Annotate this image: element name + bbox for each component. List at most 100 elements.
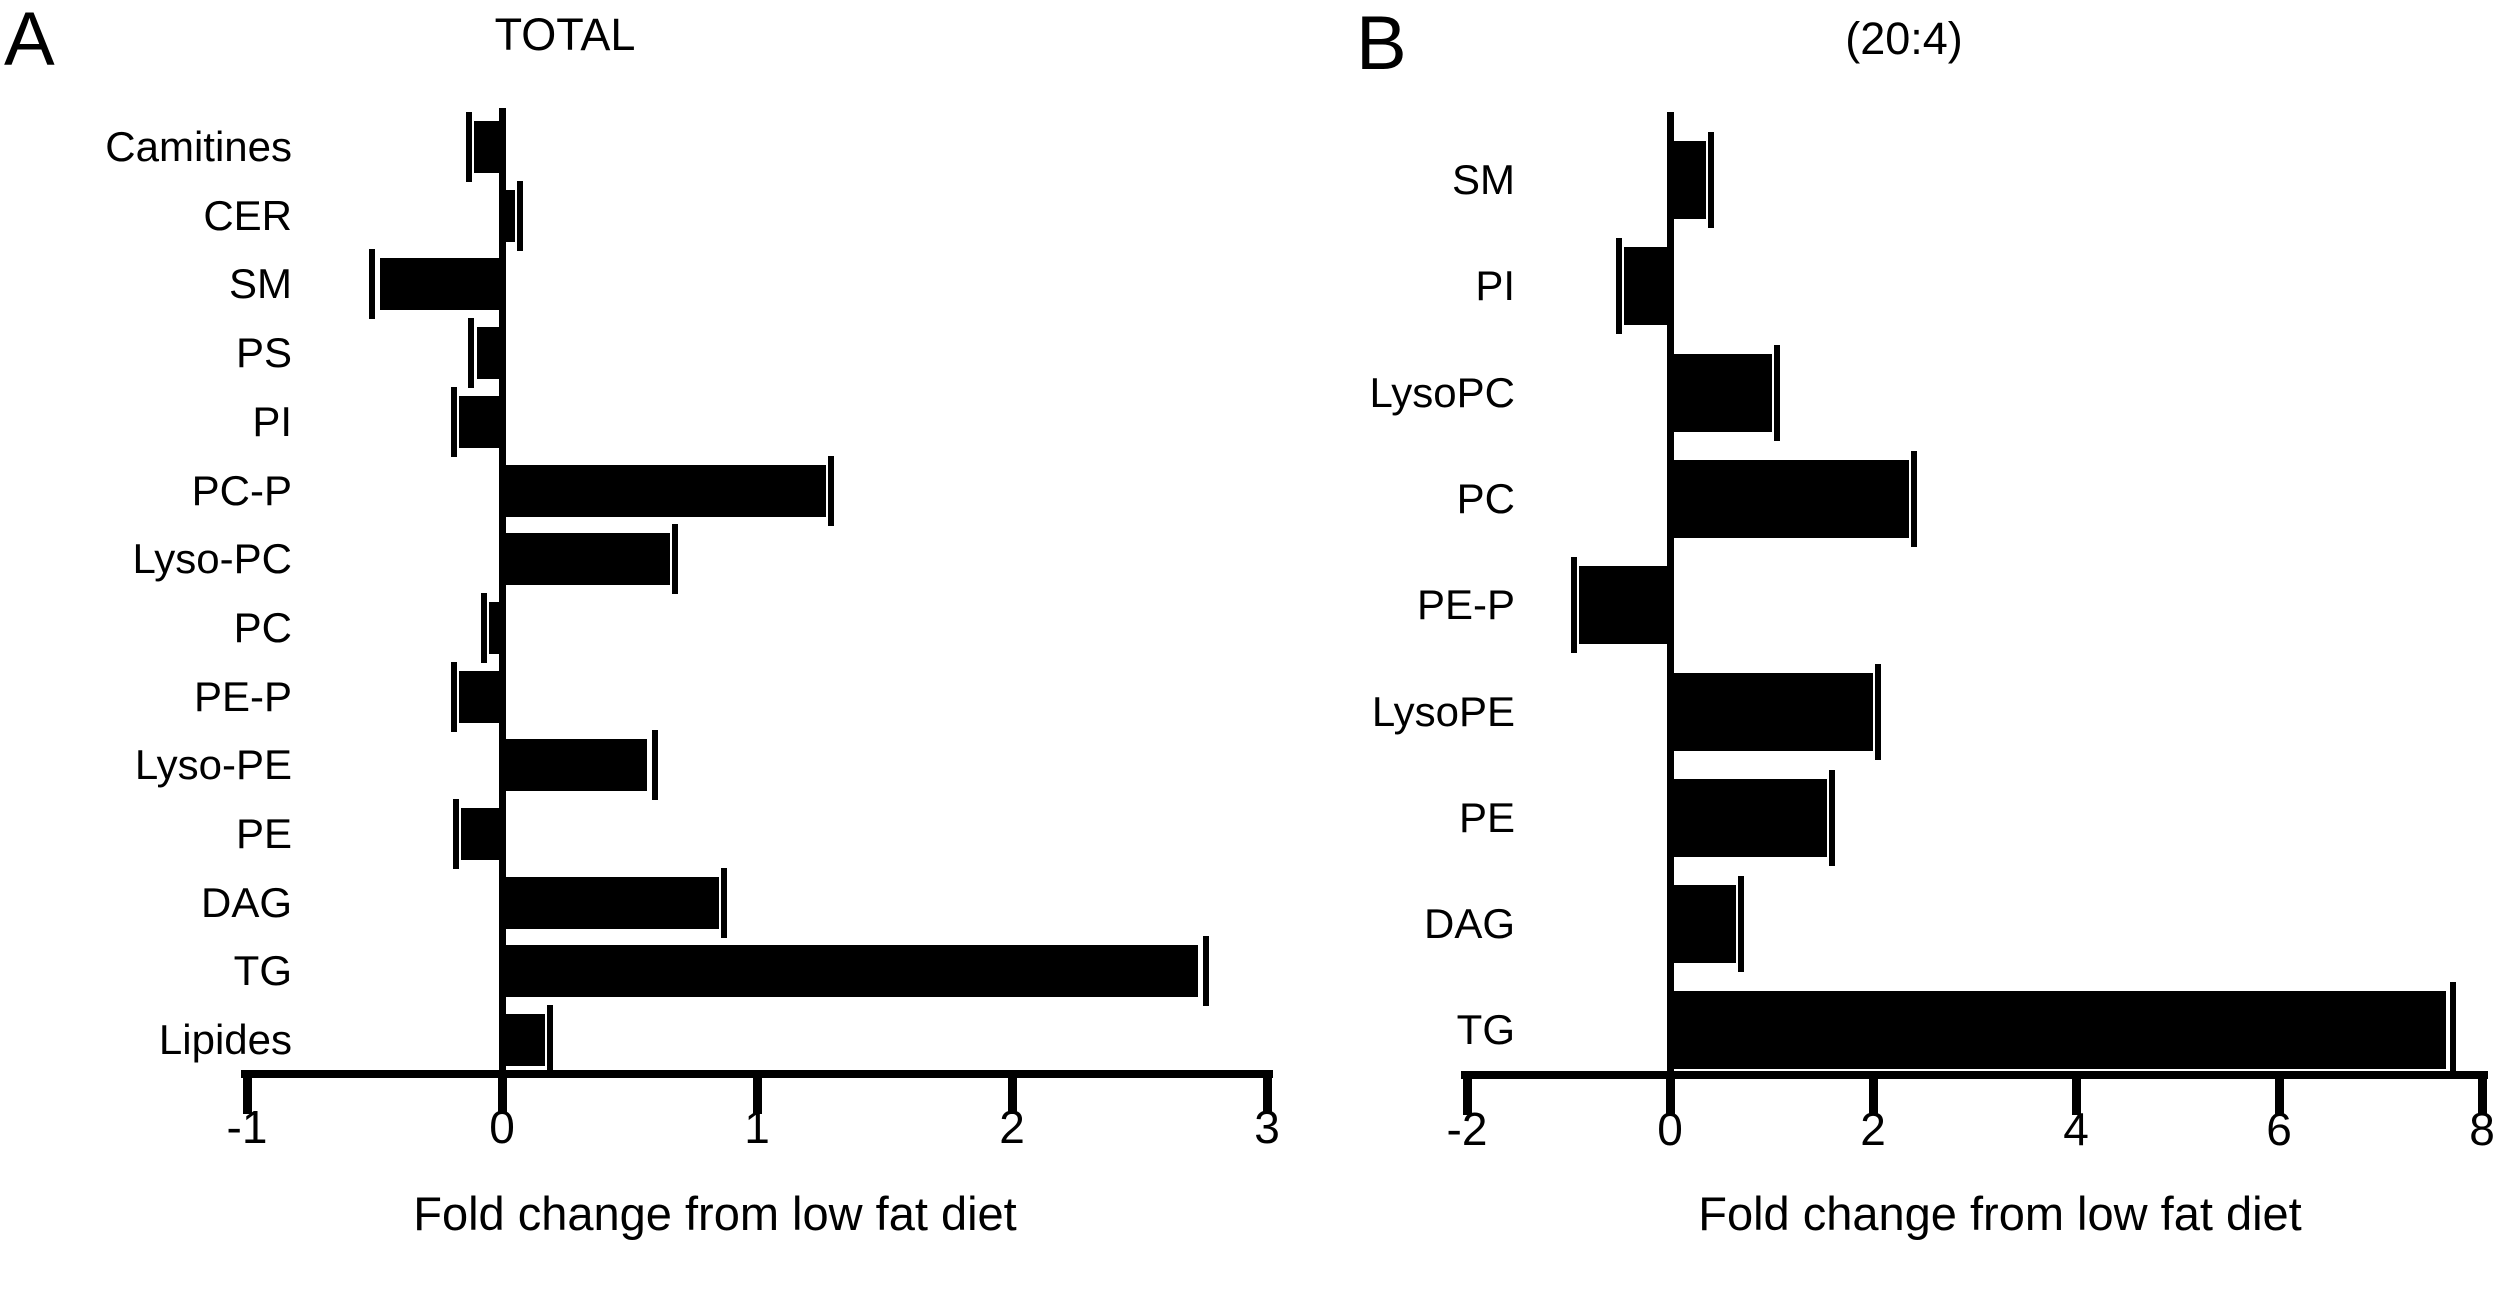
bar-Lipides: [502, 1014, 546, 1067]
category-label-PE: PE: [1458, 793, 1515, 841]
x-tick-1: [752, 1070, 762, 1114]
bar-PE-P: [1578, 566, 1670, 645]
panel-b-x-axis-label: Fold change from low fat diet: [1698, 1187, 2302, 1240]
category-label-Lipides: Lipides: [158, 1016, 292, 1064]
x-tick-2: [1868, 1071, 1878, 1115]
error-cap-Lyso-PE: [652, 730, 658, 801]
panel-b-title: (20:4): [1845, 13, 1963, 64]
error-cap-CER: [516, 180, 523, 251]
bar-SM: [1670, 141, 1706, 219]
bar-LysoPE: [1670, 672, 1873, 751]
category-label-PC: PC: [233, 603, 292, 651]
error-cap-PE: [453, 799, 460, 869]
error-cap-PS: [468, 318, 475, 389]
error-cap-Lipides: [547, 1005, 554, 1076]
x-tick-label-4: 4: [2063, 1103, 2089, 1155]
panel-b-letter: B: [1356, 1, 1408, 86]
error-cap-Camitines: [465, 112, 472, 182]
zero-axis: [1666, 112, 1674, 1079]
category-label-SM: SM: [1452, 156, 1515, 203]
error-cap-LysoPC: [1773, 344, 1780, 441]
error-cap-Lyso-PC: [672, 524, 679, 595]
category-label-PC: PC: [1456, 474, 1515, 522]
x-tick-label-6: 6: [2266, 1103, 2292, 1155]
x-tick-3: [1262, 1070, 1272, 1114]
x-tick--2: [1462, 1071, 1472, 1115]
x-tick-8: [2477, 1071, 2487, 1115]
x-tick-label--2: -2: [1446, 1103, 1488, 1155]
error-cap-PE-P: [1570, 557, 1577, 654]
x-tick-label-2: 2: [1860, 1103, 1886, 1155]
category-label-LysoPE: LysoPE: [1371, 687, 1515, 735]
category-label-DAG: DAG: [1423, 900, 1515, 948]
bar-DAG: [1670, 885, 1736, 964]
error-cap-PC: [1910, 450, 1917, 547]
bar-PC-P: [502, 464, 826, 517]
category-label-PE-P: PE-P: [1416, 581, 1515, 629]
category-label-PE: PE: [235, 810, 292, 857]
x-tick-2: [1007, 1070, 1017, 1114]
error-cap-LysoPE: [1875, 663, 1882, 760]
error-cap-PE: [1829, 769, 1836, 866]
x-tick-label-8: 8: [2469, 1103, 2495, 1155]
error-cap-TG: [2449, 982, 2456, 1079]
bar-PC: [489, 601, 502, 654]
x-tick-label-1: 1: [744, 1101, 770, 1153]
error-cap-PI: [450, 386, 457, 457]
panel-a-x-axis-label: Fold change from low fat diet: [413, 1187, 1017, 1240]
bar-TG: [502, 945, 1199, 998]
error-cap-TG: [1202, 936, 1209, 1007]
category-label-Camitines: Camitines: [105, 123, 292, 170]
bar-SM: [379, 258, 502, 311]
bar-PI: [1624, 247, 1670, 326]
bar-PS: [476, 327, 502, 380]
bar-PI: [458, 395, 502, 448]
error-cap-SM: [368, 249, 375, 320]
x-tick-label--1: -1: [226, 1101, 268, 1153]
error-cap-PC: [481, 592, 488, 663]
zero-axis: [498, 108, 506, 1078]
category-label-PE-P: PE-P: [193, 672, 292, 720]
error-cap-DAG: [720, 867, 727, 938]
category-label-PS: PS: [235, 329, 292, 377]
error-cap-PE-P: [450, 661, 457, 732]
bar-Camitines: [473, 121, 502, 173]
bar-LysoPC: [1670, 353, 1772, 432]
error-cap-PI: [1616, 238, 1623, 335]
bar-PE: [461, 808, 502, 860]
bar-Lyso-PC: [502, 533, 671, 586]
bar-TG: [1670, 991, 2447, 1070]
x-tick-label-2: 2: [999, 1101, 1025, 1153]
category-label-TG: TG: [1456, 1006, 1515, 1054]
x-tick-0: [1665, 1071, 1675, 1115]
x-tick-label-3: 3: [1254, 1101, 1280, 1153]
error-cap-PC-P: [827, 455, 834, 526]
x-tick--1: [242, 1070, 252, 1114]
error-cap-SM: [1707, 132, 1714, 228]
category-label-Lyso-PE: Lyso-PE: [134, 741, 292, 789]
bar-PC: [1670, 459, 1909, 538]
x-tick-label-0: 0: [489, 1101, 515, 1153]
category-label-TG: TG: [233, 947, 292, 995]
bar-PE-P: [458, 670, 502, 723]
category-label-SM: SM: [229, 260, 292, 308]
error-cap-DAG: [1738, 876, 1745, 973]
x-tick-0: [497, 1070, 507, 1114]
category-label-DAG: DAG: [200, 878, 292, 926]
category-label-PI: PI: [1475, 262, 1515, 310]
x-tick-6: [2274, 1071, 2284, 1115]
panel-a-letter: A: [4, 0, 56, 82]
bar-Lyso-PE: [502, 739, 648, 792]
x-tick-label-0: 0: [1657, 1103, 1683, 1155]
category-label-LysoPC: LysoPC: [1369, 368, 1515, 416]
x-axis: [1461, 1071, 2488, 1079]
category-label-PC-P: PC-P: [191, 466, 292, 514]
category-label-PI: PI: [252, 397, 292, 445]
bar-DAG: [502, 876, 719, 929]
panel-a-title: TOTAL: [494, 9, 636, 60]
bar-CER: [502, 189, 515, 242]
x-tick-4: [2071, 1071, 2081, 1115]
bar-PE: [1670, 778, 1828, 857]
